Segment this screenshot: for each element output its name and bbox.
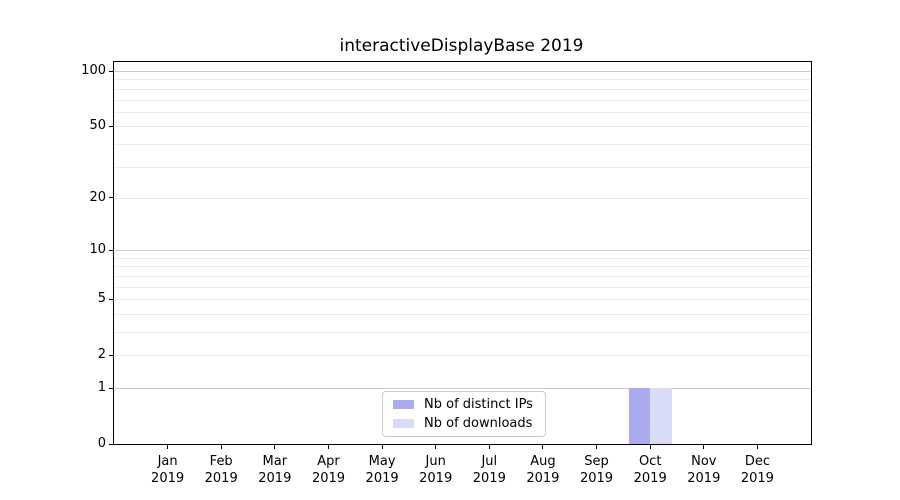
y-tick-label: 5 (97, 291, 106, 307)
x-tick-label: Dec 2019 (740, 454, 774, 486)
x-tick-label: Oct 2019 (633, 454, 667, 486)
x-tick (596, 444, 597, 449)
y-tick (109, 298, 114, 300)
legend-label-distinct-ips: Nb of distinct IPs (424, 397, 533, 412)
x-tick (756, 444, 758, 449)
grid-line-minor (114, 99, 811, 101)
x-tick-label: Feb 2019 (204, 454, 238, 486)
x-tick-label: Apr 2019 (311, 454, 346, 486)
x-tick-label: Mar 2019 (258, 454, 292, 486)
grid-line-minor (114, 79, 811, 81)
y-tick (109, 125, 114, 127)
grid-line-minor (114, 257, 811, 259)
grid-line-major (114, 388, 811, 389)
y-tick-label: 50 (89, 118, 106, 134)
y-tick (109, 354, 114, 356)
x-tick-label: Jul 2019 (472, 454, 506, 486)
grid-line-minor (114, 143, 811, 145)
x-tick (220, 444, 222, 449)
y-tick-label: 100 (81, 63, 106, 78)
bar-distinct-ips-oct (628, 388, 651, 444)
chart-title: interactiveDisplayBase 2019 (339, 36, 584, 56)
y-tick (109, 249, 114, 251)
x-tick-label: Aug 2019 (526, 454, 560, 486)
y-tick-label: 10 (89, 242, 106, 258)
grid-line-minor (114, 166, 811, 168)
x-tick-label: Jun 2019 (419, 454, 453, 486)
grid-line-minor (114, 275, 811, 277)
y-tick-label: 20 (89, 189, 106, 205)
grid-line-major (114, 250, 811, 252)
x-tick (703, 444, 705, 449)
legend-item-distinct-ips: Nb of distinct IPs (393, 397, 535, 412)
x-tick (381, 444, 383, 449)
legend-item-downloads: Nb of downloads (393, 416, 535, 431)
y-tick (109, 387, 114, 389)
x-tick (435, 444, 437, 449)
grid-line-minor (114, 197, 811, 199)
grid-line-major (114, 71, 811, 72)
x-tick (488, 444, 490, 449)
bar-downloads-oct (650, 388, 672, 444)
x-tick-label: Sep 2019 (579, 454, 614, 486)
legend-swatch-distinct-ips (393, 400, 414, 409)
x-tick (649, 444, 651, 449)
y-tick (109, 70, 114, 72)
grid-line-minor (114, 332, 811, 333)
y-tick-label: 1 (97, 380, 106, 395)
y-tick (109, 443, 114, 445)
legend-label-downloads: Nb of downloads (424, 416, 533, 431)
grid-line-minor (114, 88, 811, 90)
grid-line-minor (114, 313, 811, 315)
x-tick-label: Nov 2019 (687, 454, 721, 486)
plot-area: 0 1 2 5 10 20 50 100 Jan 2019 Feb 2019 Mar 2019 Apr… (81, 61, 812, 486)
legend: Nb of distinct IPs Nb of downloads (382, 391, 546, 437)
x-tick (167, 444, 169, 449)
y-tick-label: 0 (97, 436, 106, 451)
grid-line-minor (114, 111, 811, 113)
grid-line-minor (114, 355, 811, 357)
x-tick-label: Jan 2019 (151, 454, 185, 486)
x-tick-label: May 2019 (365, 454, 399, 486)
legend-swatch-downloads (393, 419, 414, 428)
grid-line-minor (114, 126, 811, 128)
y-tick-label: 2 (97, 347, 106, 363)
grid-line-minor (114, 299, 811, 301)
grid-line-minor (114, 286, 811, 288)
x-tick (328, 444, 329, 449)
x-tick (274, 444, 276, 449)
x-tick (542, 444, 544, 449)
y-tick (109, 197, 114, 199)
grid-line-minor (114, 266, 811, 268)
